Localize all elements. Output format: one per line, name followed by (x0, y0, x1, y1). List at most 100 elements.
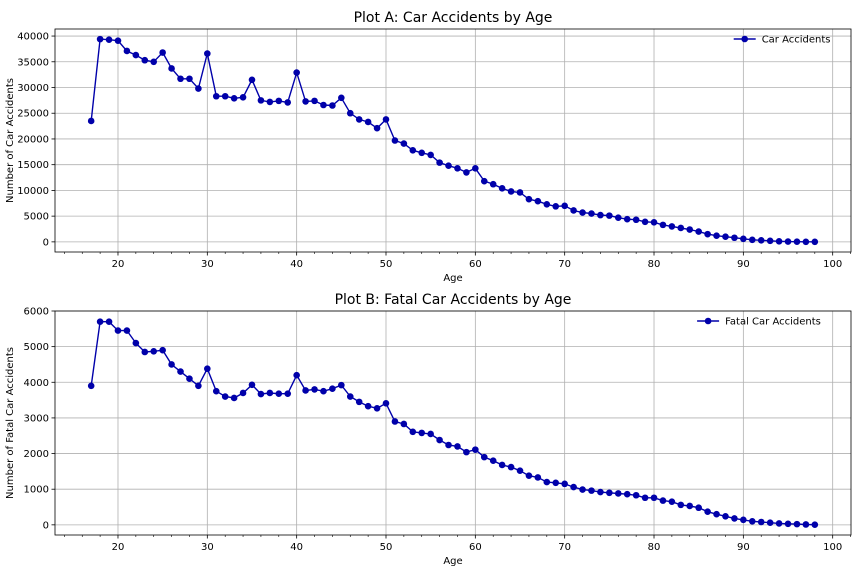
chart-title: Plot A: Car Accidents by Age (354, 10, 553, 26)
data-point (427, 151, 434, 159)
data-point (150, 58, 158, 66)
data-point (400, 140, 408, 147)
data-point (221, 393, 229, 400)
data-point (757, 518, 765, 526)
data-point (266, 389, 274, 397)
x-tick-label: 50 (380, 542, 393, 553)
data-point (802, 238, 810, 246)
data-point (87, 382, 95, 390)
data-point (740, 235, 747, 243)
data-point (177, 75, 184, 83)
y-tick-label: 5000 (24, 342, 49, 353)
data-point (320, 101, 327, 109)
data-point (302, 387, 309, 394)
data-point (489, 457, 497, 464)
data-point (195, 85, 202, 92)
y-tick-label: 2000 (24, 449, 49, 460)
data-point (257, 390, 265, 398)
data-point (391, 418, 399, 425)
data-point (552, 479, 560, 487)
data-point (212, 92, 220, 100)
data-point (105, 36, 113, 43)
data-point (195, 382, 202, 390)
data-point (588, 487, 595, 494)
x-tick-label: 30 (201, 542, 214, 553)
y-tick-label: 1000 (24, 485, 49, 496)
data-point (418, 429, 426, 437)
data-point (793, 520, 801, 528)
x-tick-label: 70 (558, 259, 571, 270)
data-point (230, 394, 238, 402)
chart-panel-1: 20 30 40 50 60 70 80 90 100 0 5000 10000 15000 20000 2… (5, 10, 852, 284)
data-point (132, 51, 140, 59)
data-point (659, 497, 667, 504)
data-point (293, 371, 300, 379)
data-point (641, 494, 649, 502)
y-tick-label: 20000 (17, 134, 49, 145)
data-point (748, 236, 756, 244)
data-point (159, 49, 166, 56)
data-point (248, 381, 256, 389)
data-point (96, 318, 104, 325)
series-line (90, 38, 815, 243)
data-point (239, 93, 247, 101)
data-point (275, 390, 283, 397)
data-point (686, 502, 694, 510)
data-point (668, 498, 676, 505)
data-point (257, 97, 265, 104)
data-point (248, 76, 256, 84)
y-tick-label: 0 (43, 237, 49, 248)
data-point (811, 238, 819, 246)
data-point (686, 226, 694, 233)
data-point (338, 94, 345, 102)
data-point (793, 238, 801, 246)
data-point (346, 393, 354, 400)
data-point (114, 327, 122, 334)
data-point (293, 69, 300, 76)
data-point (731, 515, 738, 522)
data-point (588, 210, 595, 217)
data-point (391, 137, 399, 144)
data-point (677, 501, 685, 509)
data-point (141, 56, 149, 64)
data-point (606, 212, 613, 219)
data-point (722, 512, 729, 520)
x-tick-label: 100 (823, 542, 842, 553)
data-point (784, 520, 792, 528)
data-point (373, 124, 381, 132)
x-tick-label: 30 (201, 259, 214, 270)
data-point (150, 347, 158, 355)
data-point (204, 365, 211, 373)
data-point (766, 519, 774, 527)
data-point (382, 116, 390, 123)
x-tick-label: 90 (737, 542, 750, 553)
x-tick-label: 40 (290, 259, 303, 270)
data-point (480, 177, 488, 185)
data-point (650, 219, 658, 226)
y-tick-label: 0 (43, 520, 49, 531)
data-point (507, 463, 515, 471)
data-point (168, 65, 175, 72)
data-point (400, 420, 408, 428)
data-point (704, 230, 711, 238)
x-tick-label: 70 (558, 542, 571, 553)
data-point (659, 221, 667, 229)
data-point (311, 386, 318, 393)
x-tick-label: 60 (469, 259, 482, 270)
data-point (543, 478, 551, 486)
x-tick-label: 20 (112, 542, 125, 553)
data-point (606, 489, 613, 497)
data-point (775, 238, 783, 245)
data-point (346, 109, 354, 117)
axes-frame (54, 28, 852, 253)
data-point (507, 188, 515, 195)
data-point (766, 237, 774, 245)
data-point (436, 436, 443, 444)
data-point (802, 521, 810, 528)
data-point (579, 486, 586, 493)
data-point (713, 232, 720, 239)
data-point (731, 234, 738, 242)
x-tick-label: 80 (648, 259, 661, 270)
data-point (463, 448, 470, 456)
data-point (561, 480, 568, 488)
